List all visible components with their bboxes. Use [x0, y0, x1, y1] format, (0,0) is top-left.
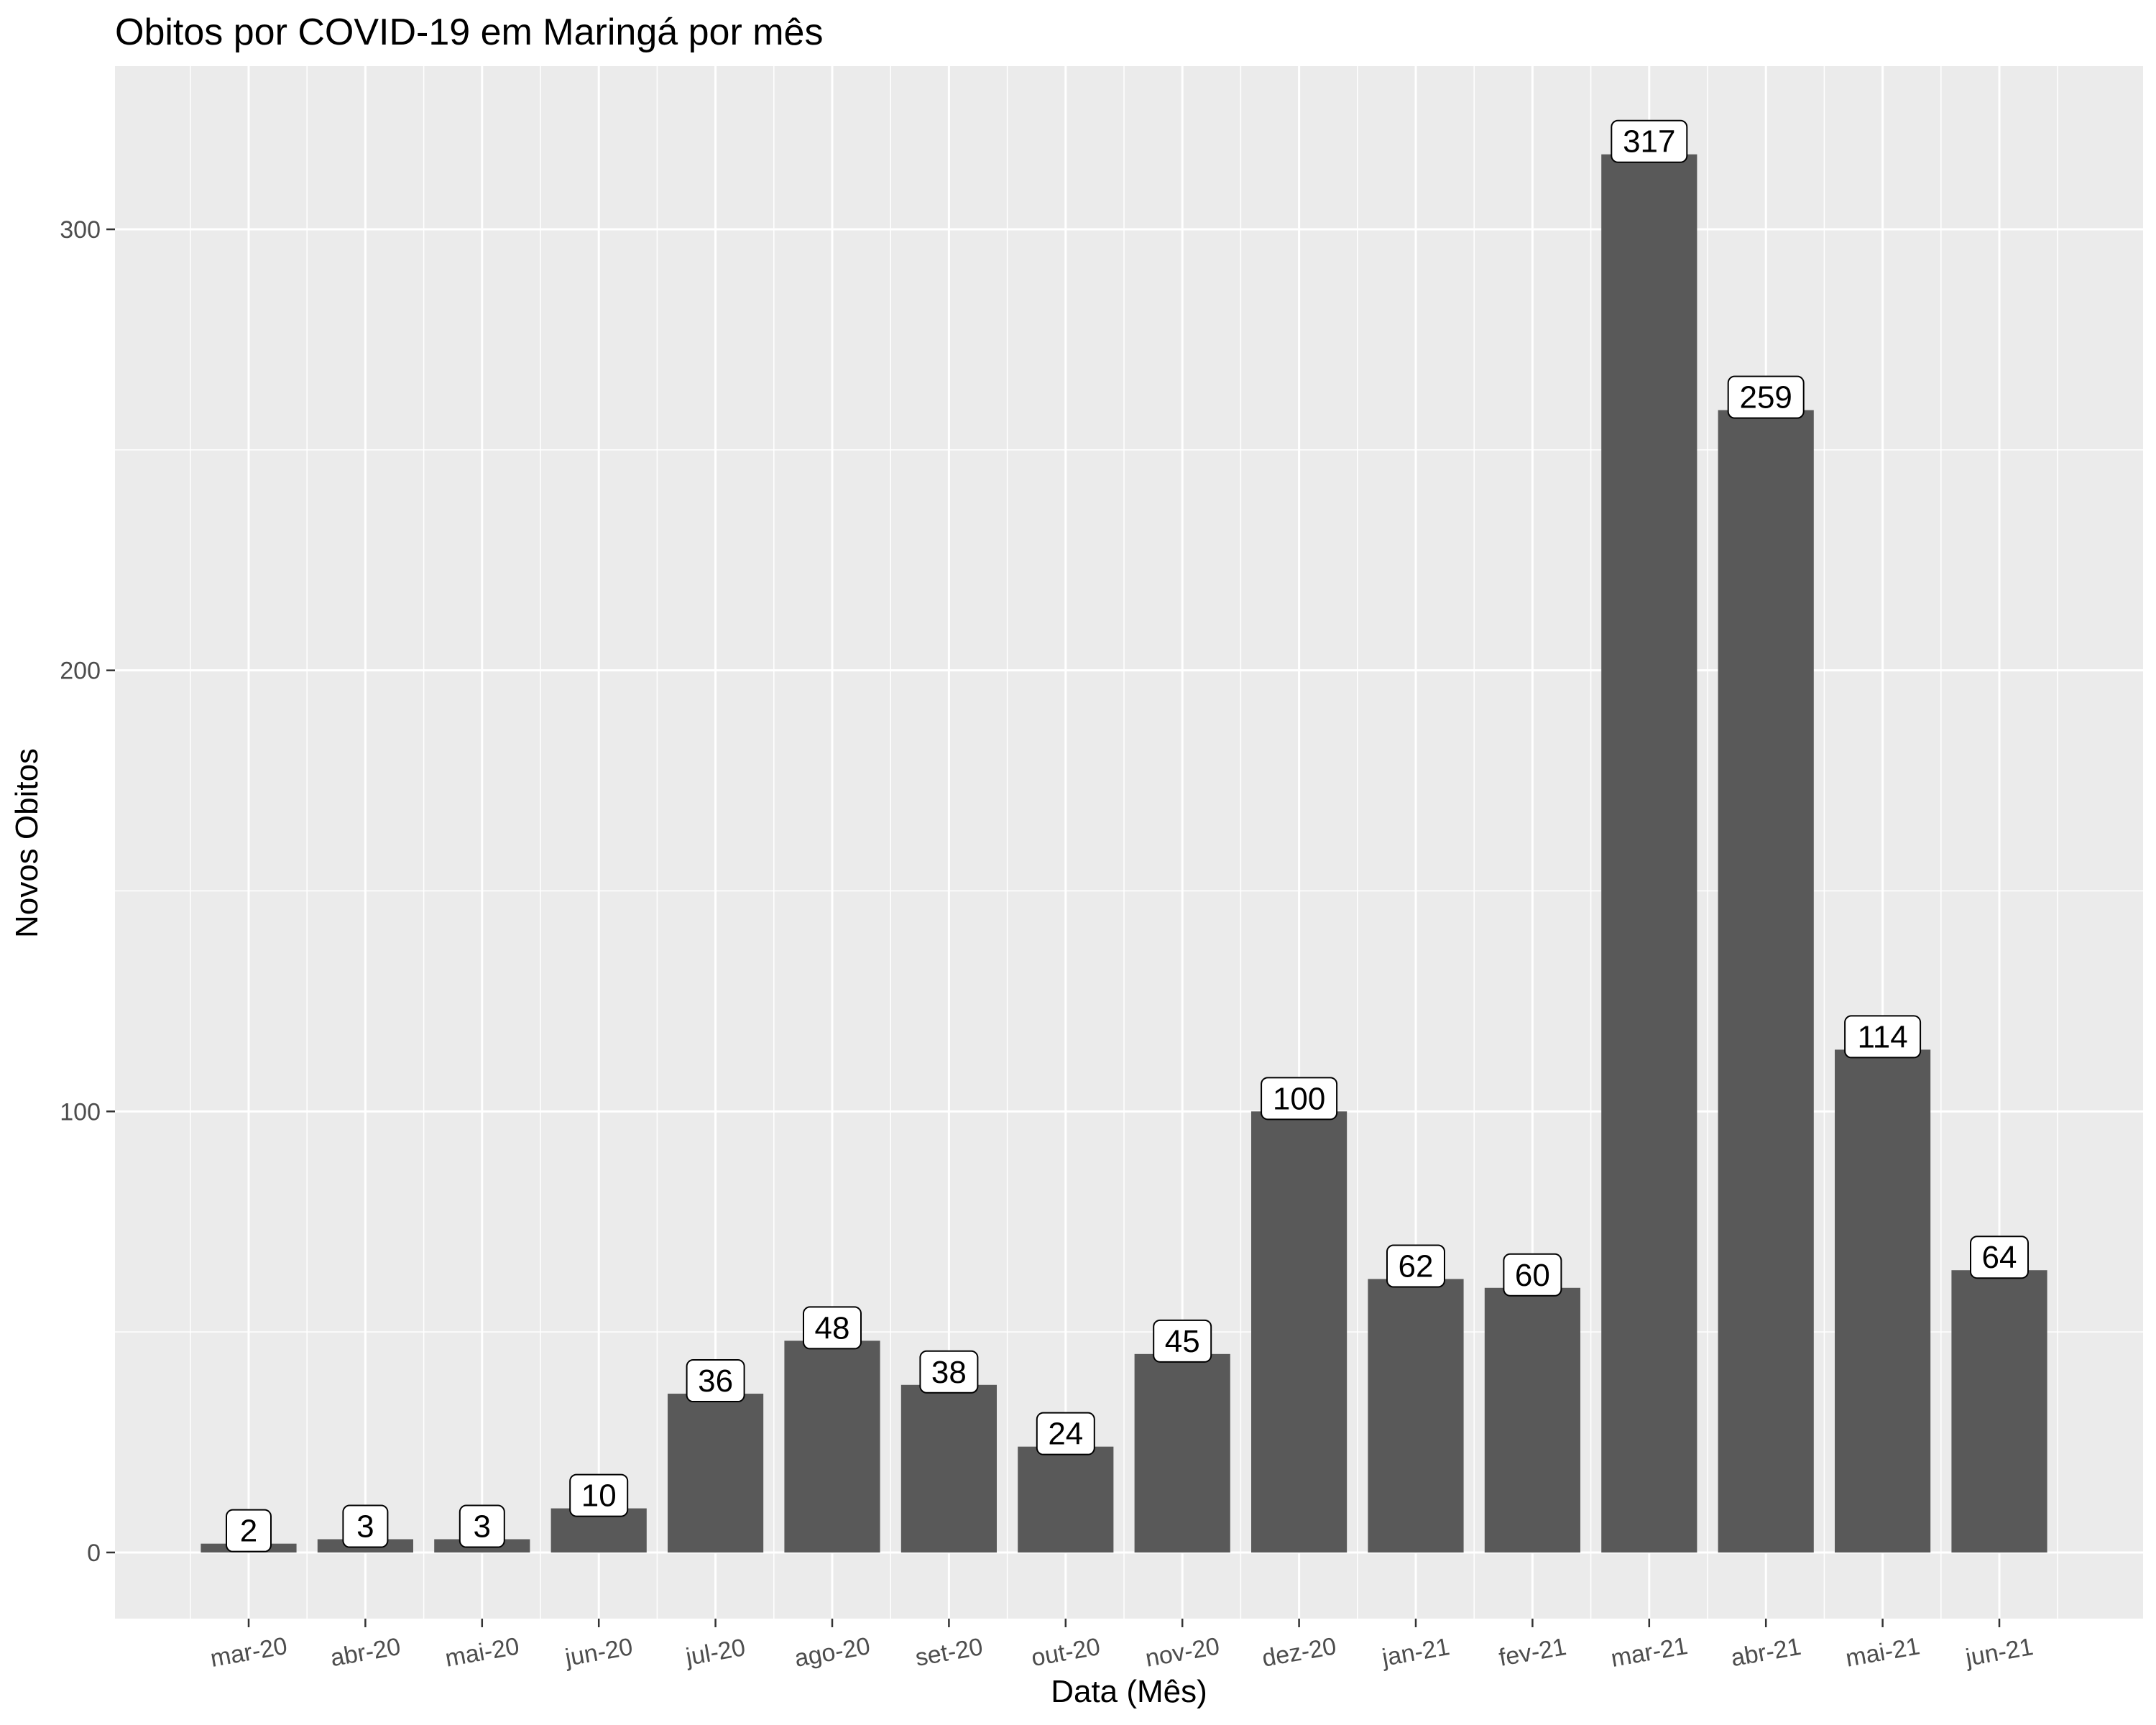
y-tick-label: 0	[87, 1540, 101, 1567]
data-label-box-mar-21	[1611, 119, 1688, 163]
bars	[201, 154, 2047, 1552]
x-tick-label-ago-20: ago-20	[793, 1632, 872, 1673]
bar-ago-20	[784, 1340, 880, 1552]
x-tick-label-dez-20: dez-20	[1260, 1632, 1338, 1672]
data-label-box-mai-21	[1844, 1015, 1922, 1059]
data-label-box-abr-21	[1727, 375, 1805, 419]
data-label-jan-21: 62	[1399, 1249, 1434, 1284]
data-label-box-jun-20	[569, 1473, 629, 1517]
data-label-box-dez-20	[1261, 1077, 1338, 1121]
bar-mai-21	[1835, 1049, 1931, 1552]
x-axis-title: Data (Mês)	[1051, 1674, 1207, 1709]
bar-dez-20	[1251, 1111, 1348, 1552]
data-label-fev-21: 60	[1515, 1258, 1550, 1293]
x-tick-label-mai-21: mai-21	[1843, 1632, 1922, 1672]
chart-title: Obitos por COVID-19 em Maringá por mês	[115, 12, 823, 53]
y-axis: 0 100 200 300	[60, 216, 115, 1567]
bar-jun-21	[1951, 1270, 2047, 1552]
x-tick-label-nov-20: nov-20	[1143, 1632, 1222, 1672]
bar-mar-21	[1601, 154, 1697, 1552]
y-tick-label: 200	[60, 658, 101, 685]
data-label-jun-20: 10	[581, 1478, 617, 1514]
x-tick-label-jun-21: jun-21	[1963, 1633, 2035, 1672]
data-label-out-20: 24	[1048, 1417, 1083, 1452]
bar-abr-21	[1718, 410, 1814, 1552]
y-axis-title: Novos Obitos	[9, 748, 45, 938]
data-label-mar-20: 2	[240, 1514, 257, 1549]
data-label-nov-20: 45	[1165, 1324, 1200, 1359]
data-label-jun-21: 64	[1982, 1240, 2017, 1275]
x-tick-label-jan-21: jan-21	[1379, 1633, 1452, 1672]
x-tick-label-mai-20: mai-20	[443, 1632, 521, 1672]
x-tick-label-mar-20: mar-20	[208, 1632, 290, 1673]
data-label-abr-21: 259	[1739, 380, 1792, 415]
y-tick-label: 100	[60, 1098, 101, 1126]
data-label-box-jun-21	[1970, 1236, 2029, 1279]
data-label-box-abr-20	[342, 1504, 389, 1548]
data-label-jul-20: 36	[698, 1363, 733, 1399]
data-label-set-20: 38	[931, 1355, 967, 1390]
bar-nov-20	[1134, 1353, 1230, 1552]
data-label-mai-20: 3	[474, 1509, 491, 1545]
data-label-box-mai-20	[459, 1504, 505, 1548]
data-labels: 2 3 3 10 36 48 38 24 45 100 62 60 317 259 114 64	[226, 119, 2029, 1552]
x-axis: mar-20 abr-20 mai-20 jun-20 jul-20 ago-20 set-…	[208, 1619, 2035, 1673]
data-label-box-jan-21	[1386, 1244, 1445, 1288]
x-tick-label-abr-20: abr-20	[328, 1633, 402, 1672]
minor-gridlines	[115, 66, 2143, 1619]
bar-out-20	[1018, 1446, 1114, 1552]
data-label-box-out-20	[1036, 1412, 1095, 1455]
x-tick-label-set-20: set-20	[913, 1633, 985, 1672]
bar-set-20	[900, 1384, 997, 1552]
y-tick-label: 300	[60, 216, 101, 244]
data-label-box-jul-20	[686, 1359, 745, 1403]
data-label-ago-20: 48	[815, 1310, 850, 1346]
x-tick-label-fev-21: fev-21	[1497, 1633, 1569, 1672]
x-tick-label-mar-21: mar-21	[1609, 1632, 1690, 1673]
bar-jan-21	[1368, 1279, 1464, 1552]
data-label-abr-20: 3	[356, 1509, 374, 1545]
x-tick-label-jul-20: jul-20	[683, 1634, 747, 1671]
data-label-box-nov-20	[1153, 1319, 1212, 1363]
data-label-mai-21: 114	[1858, 1019, 1908, 1054]
data-label-box-mar-20	[226, 1509, 272, 1552]
x-tick-label-abr-21: abr-21	[1729, 1633, 1803, 1672]
x-tick-label-jun-20: jun-20	[563, 1633, 635, 1672]
data-label-mar-21: 317	[1623, 124, 1675, 160]
data-label-box-fev-21	[1503, 1253, 1562, 1297]
bar-fev-21	[1484, 1287, 1580, 1552]
bar-jul-20	[668, 1394, 764, 1552]
data-label-box-ago-20	[803, 1306, 862, 1350]
x-tick-label-out-20: out-20	[1029, 1633, 1102, 1672]
data-label-box-set-20	[919, 1350, 979, 1394]
data-label-dez-20: 100	[1273, 1081, 1325, 1116]
